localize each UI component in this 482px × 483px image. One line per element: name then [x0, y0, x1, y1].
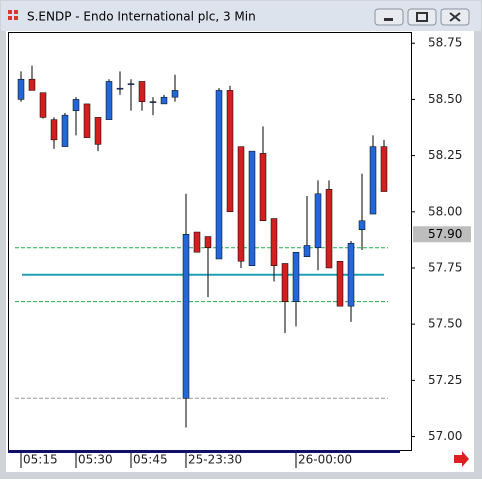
candle-body	[138, 81, 146, 102]
candle-body	[325, 189, 333, 269]
candle-body	[314, 193, 322, 248]
y-tick-label: 57.25	[428, 373, 462, 387]
maximize-button[interactable]	[407, 8, 437, 26]
candle-body	[270, 218, 278, 266]
candle-body	[193, 231, 201, 253]
candle-body	[116, 87, 124, 90]
y-tick-label: 57.00	[428, 429, 462, 443]
candle-body	[248, 150, 256, 266]
candle-body	[215, 90, 223, 260]
candle-body	[83, 103, 91, 138]
candle-body	[347, 242, 355, 307]
y-tick-label: 57.75	[428, 260, 462, 274]
x-tick-label: 05:45	[133, 453, 168, 467]
y-tick-label: 58.50	[428, 92, 462, 106]
y-tick-label: 58.75	[428, 36, 462, 50]
app-icon	[8, 10, 18, 20]
window-title: S.ENDP - Endo International plc, 3 Min	[27, 10, 256, 24]
candle-body	[237, 146, 245, 262]
candle-body	[380, 146, 388, 192]
candle-body	[369, 146, 377, 215]
scroll-bar	[8, 450, 400, 453]
candle-body	[292, 251, 300, 302]
candle-body	[182, 234, 190, 399]
candle-body	[204, 236, 212, 248]
candle-body	[336, 260, 344, 307]
scroll-arrow[interactable]	[454, 451, 469, 467]
candle-body	[259, 153, 267, 222]
candle-body	[39, 92, 47, 118]
candle-body	[358, 220, 366, 231]
candle-body	[94, 117, 102, 145]
candle-body	[28, 78, 36, 91]
candle-body	[160, 96, 168, 105]
candle-body	[149, 101, 157, 103]
minimize-button[interactable]	[374, 8, 404, 26]
candle-body	[171, 90, 179, 98]
candle-body	[226, 90, 234, 213]
close-button[interactable]	[440, 8, 470, 26]
x-tick-label: 05:15	[23, 453, 58, 467]
candle-body	[72, 99, 80, 111]
y-tick-label: 57.50	[428, 317, 462, 331]
current-price-label: 57.90	[428, 227, 462, 241]
candle-body	[17, 78, 25, 100]
candle-body	[303, 245, 311, 257]
candle-body	[105, 81, 113, 120]
candle-body	[61, 114, 69, 147]
y-tick-label: 58.00	[428, 204, 462, 218]
candle-body	[281, 263, 289, 302]
candle-body	[127, 83, 135, 85]
current-price-box	[413, 226, 471, 243]
candle-body	[50, 119, 58, 141]
x-tick-label: 26-00:00	[298, 453, 352, 467]
x-tick-label: 05:30	[78, 453, 113, 467]
y-tick-label: 58.25	[428, 148, 462, 162]
x-tick-label: 25-23:30	[188, 453, 242, 467]
